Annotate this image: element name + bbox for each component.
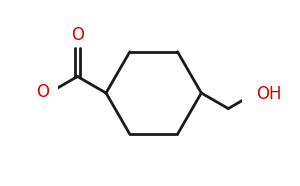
Text: OH: OH [256,85,282,103]
Text: O: O [36,83,49,101]
Text: O: O [71,26,84,44]
